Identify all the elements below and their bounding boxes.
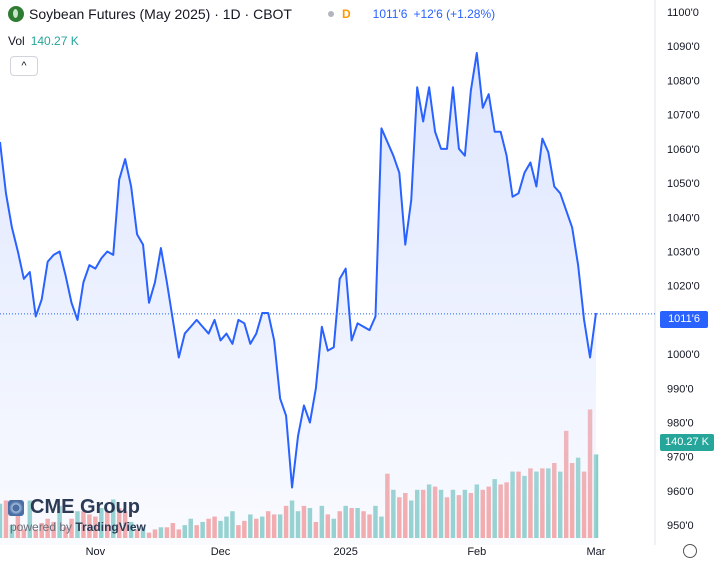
last-price: 1011'6 (372, 7, 408, 21)
powered-by-tradingview: powered by TradingView (10, 520, 146, 534)
x-tick-label: Nov (86, 546, 106, 558)
cme-group-logo: CME Group (8, 496, 140, 519)
y-tick-label: 1080'0 (667, 75, 700, 87)
powered-prefix: powered by (10, 520, 73, 534)
y-tick-label: 1000'0 (667, 349, 700, 361)
delayed-flag: D (342, 7, 351, 21)
price-line (0, 52, 597, 489)
price-area-fill (0, 53, 596, 546)
volume-legend: Vol 140.27 K (8, 34, 79, 48)
collapse-legend-button[interactable]: ^ (10, 56, 38, 76)
settings-icon[interactable] (683, 544, 697, 558)
y-tick-label: 980'0 (667, 418, 694, 430)
y-tick-label: 960'0 (667, 486, 694, 498)
y-tick-label: 1020'0 (667, 281, 700, 293)
volume-label: Vol (8, 34, 25, 48)
y-tick-label: 1060'0 (667, 144, 700, 156)
volume-badge: 140.27 K (660, 434, 714, 451)
x-tick-label: 2025 (333, 546, 357, 558)
x-tick-label: Mar (587, 546, 606, 558)
y-tick-label: 1070'0 (667, 110, 700, 122)
x-tick-label: Feb (467, 546, 486, 558)
last-price-badge: 1011'6 (660, 311, 708, 328)
volume-value: 140.27 K (30, 34, 79, 48)
soybean-logo-icon (8, 6, 24, 22)
y-tick-label: 950'0 (667, 520, 694, 532)
y-tick-label: 1040'0 (667, 212, 700, 224)
market-status-dot-icon (328, 11, 334, 17)
y-tick-label: 990'0 (667, 383, 694, 395)
cme-globe-icon (8, 499, 24, 516)
y-tick-label: 1100'0 (667, 7, 699, 19)
cme-group-text: CME Group (30, 496, 140, 518)
tradingview-brand: TradingView (75, 520, 146, 534)
chart-header: Soybean Futures (May 2025) · 1D · CBOT D… (8, 6, 495, 22)
x-tick-label: Dec (211, 546, 231, 558)
chart-title: Soybean Futures (May 2025) · 1D · CBOT (29, 6, 292, 22)
y-tick-label: 1030'0 (667, 246, 700, 258)
y-tick-label: 1050'0 (667, 178, 700, 190)
y-tick-label: 1090'0 (667, 41, 700, 53)
y-tick-label: 970'0 (667, 452, 694, 464)
price-change: +12'6 (+1.28%) (413, 7, 496, 21)
